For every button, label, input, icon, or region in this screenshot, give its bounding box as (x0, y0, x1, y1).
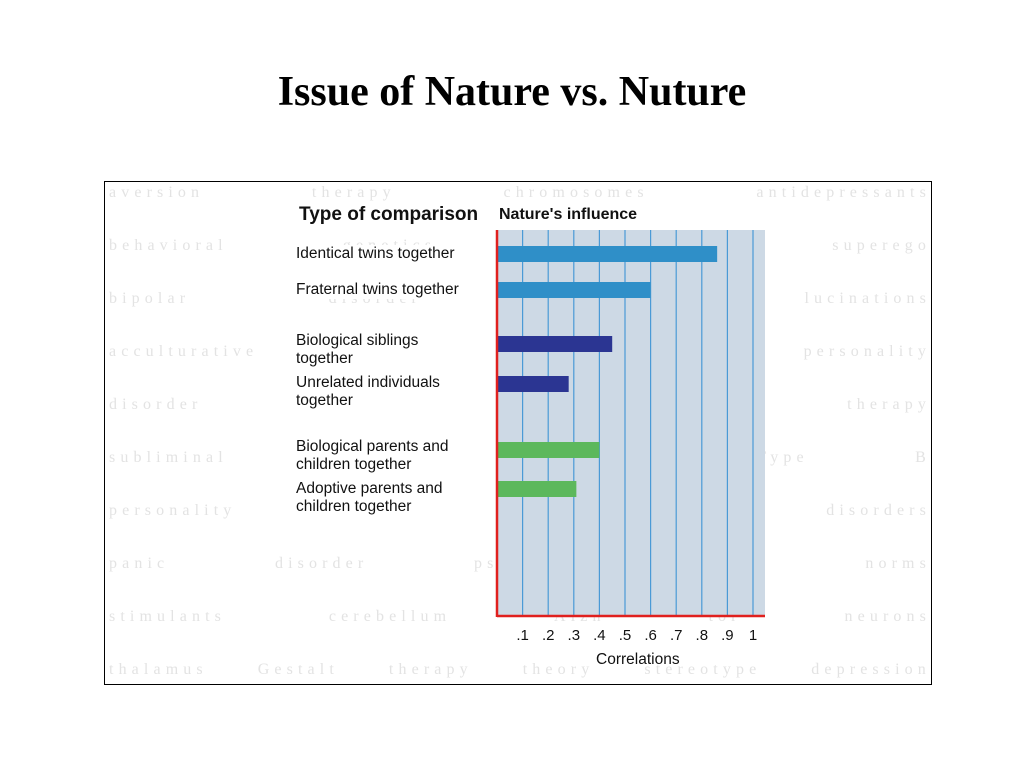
background-term: disorder (274, 555, 369, 572)
category-label-line: Unrelated individuals (296, 374, 440, 391)
category-label: Fraternal twins together (296, 281, 496, 299)
background-term: theory (522, 661, 595, 678)
background-term: subliminal (109, 449, 228, 466)
background-term: acculturative (109, 343, 259, 360)
bar (497, 481, 577, 497)
x-tick-label: 1 (749, 627, 757, 644)
category-label: Biological parents and children together (296, 438, 496, 474)
category-label-line: together (296, 392, 353, 409)
bar (497, 282, 651, 298)
background-term: behavioral (109, 237, 228, 254)
category-label-line: together (296, 350, 353, 367)
background-term: lucinations (804, 290, 931, 307)
background-term: therapy (388, 661, 473, 678)
x-tick-label: .4 (593, 627, 606, 644)
bar (497, 336, 613, 352)
column-heading: Type of comparison (299, 204, 479, 225)
category-label: Identical twins together (296, 245, 496, 263)
figure-panel: aversion therapy chromosomes antidepressant… (104, 181, 932, 685)
bar (497, 246, 718, 262)
background-term-row: stimulantscerebellumAlzhtorneurons (109, 608, 931, 628)
x-tick-label: .5 (619, 627, 632, 644)
category-label-line: Identical twins together (296, 245, 455, 262)
chart-title: Nature's influence (499, 206, 638, 223)
background-term: disorders (826, 502, 931, 519)
background-term: personality (109, 502, 237, 519)
category-label-line: Biological siblings (296, 332, 419, 349)
background-term: panic (109, 555, 170, 572)
background-term: therapy (847, 396, 931, 413)
slide-title: Issue of Nature vs. Nuture (277, 69, 747, 115)
bar (497, 442, 600, 458)
background-term: thalamus (109, 661, 208, 678)
background-term: personality (803, 343, 931, 360)
category-label: Unrelated individuals together (296, 374, 496, 410)
x-tick-label: .8 (696, 627, 709, 644)
x-tick-label: .3 (568, 627, 581, 644)
background-term: neurons (844, 608, 931, 625)
background-term: stimulants (109, 608, 226, 625)
background-term: B (915, 449, 931, 466)
background-term: disorder (109, 396, 203, 413)
background-term: Type (756, 449, 809, 466)
bar (497, 376, 569, 392)
category-label: Biological siblings together (296, 332, 496, 368)
category-label-line: Adoptive parents and (296, 480, 443, 497)
category-label-line: Biological parents and (296, 438, 449, 455)
x-tick-label: .1 (516, 627, 529, 644)
background-term: Gestalt (257, 661, 339, 678)
x-tick-label: .6 (644, 627, 657, 644)
x-tick-label: .9 (721, 627, 734, 644)
category-label-line: Fraternal twins together (296, 281, 459, 298)
category-label-line: children together (296, 456, 412, 473)
category-label: Adoptive parents and children together (296, 480, 496, 516)
background-term: superego (832, 237, 931, 254)
x-tick-label: .2 (542, 627, 555, 644)
background-term: bipolar (109, 290, 191, 307)
background-term-row: aversion therapy chromosomes antidepressant… (109, 184, 931, 204)
background-term: norms (865, 555, 931, 572)
category-label-line: children together (296, 498, 412, 515)
x-axis-label: Correlations (596, 651, 680, 668)
x-tick-label: .7 (670, 627, 683, 644)
background-term: stereotype (644, 661, 762, 678)
background-term: chromosomes (503, 184, 649, 201)
background-term: antidepressants (756, 184, 931, 201)
background-term: depression (811, 661, 931, 678)
background-term: therapy (311, 184, 396, 201)
background-term-row: thalamus Gestalt therapy theory stereotype de… (109, 661, 931, 681)
background-term: cerebellum (328, 608, 452, 625)
bar-chart: .1 .2 .3 .4 .5 .6 .7 .8 .9 1 Correlations (495, 230, 765, 668)
background-term: aversion (109, 184, 205, 201)
